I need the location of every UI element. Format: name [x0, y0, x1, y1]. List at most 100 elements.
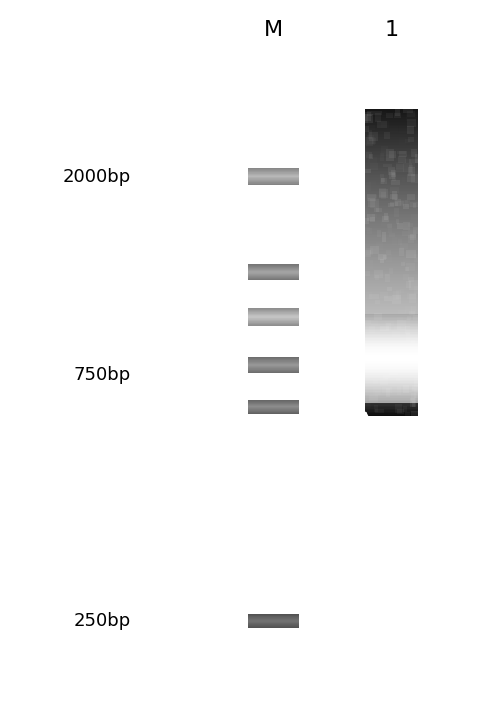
Bar: [365, 236, 418, 237]
Bar: [365, 384, 418, 386]
Bar: [365, 126, 369, 132]
Bar: [409, 165, 413, 174]
Bar: [394, 199, 401, 202]
Bar: [413, 315, 422, 320]
Bar: [396, 289, 401, 299]
Bar: [380, 111, 387, 116]
Bar: [368, 125, 375, 130]
Bar: [375, 300, 380, 304]
Bar: [365, 112, 370, 121]
Bar: [365, 125, 418, 126]
Bar: [374, 365, 383, 370]
Bar: [365, 340, 418, 341]
Bar: [379, 188, 386, 197]
Bar: [377, 121, 387, 128]
Bar: [366, 137, 375, 145]
Bar: [365, 292, 418, 294]
Bar: [365, 345, 418, 346]
Bar: [365, 298, 418, 300]
Bar: [388, 254, 394, 257]
Bar: [365, 400, 418, 401]
Text: 250bp: 250bp: [73, 612, 130, 630]
Bar: [395, 371, 400, 377]
Bar: [395, 253, 403, 257]
Bar: [398, 150, 406, 154]
Bar: [401, 177, 405, 182]
Bar: [374, 288, 383, 293]
Bar: [366, 137, 373, 146]
Bar: [372, 137, 376, 145]
Bar: [407, 316, 412, 320]
Bar: [365, 341, 418, 342]
Bar: [365, 404, 418, 406]
Bar: [365, 337, 418, 338]
Bar: [393, 292, 399, 300]
Bar: [365, 414, 418, 415]
Bar: [365, 318, 418, 320]
Bar: [377, 230, 381, 237]
Bar: [365, 206, 418, 208]
Bar: [365, 161, 418, 163]
Bar: [403, 241, 409, 249]
Bar: [365, 252, 418, 254]
Bar: [412, 357, 416, 365]
Bar: [365, 272, 418, 273]
Bar: [364, 271, 370, 276]
Bar: [414, 254, 419, 262]
Bar: [395, 199, 401, 206]
Bar: [369, 294, 379, 299]
Bar: [365, 111, 418, 113]
Bar: [378, 254, 386, 260]
Bar: [365, 300, 418, 301]
Bar: [398, 390, 406, 398]
Bar: [369, 153, 373, 159]
Bar: [409, 159, 419, 164]
Bar: [404, 351, 407, 360]
Bar: [411, 340, 415, 346]
Bar: [367, 228, 372, 234]
Bar: [405, 200, 410, 206]
Bar: [388, 167, 395, 175]
Bar: [405, 171, 409, 177]
Bar: [411, 393, 416, 402]
Bar: [362, 402, 371, 408]
Bar: [383, 164, 392, 167]
Bar: [365, 382, 418, 384]
Bar: [365, 196, 418, 197]
Bar: [388, 209, 392, 214]
Bar: [406, 334, 410, 341]
Bar: [409, 310, 415, 315]
Bar: [365, 360, 418, 361]
Bar: [409, 294, 416, 303]
Bar: [365, 263, 418, 265]
Bar: [365, 350, 418, 352]
Bar: [391, 180, 399, 185]
Bar: [388, 151, 396, 156]
Bar: [370, 163, 378, 169]
Text: 1: 1: [384, 20, 398, 40]
Bar: [366, 340, 376, 344]
Bar: [365, 396, 418, 398]
Bar: [397, 318, 403, 324]
Bar: [365, 386, 418, 387]
Text: 750bp: 750bp: [73, 366, 130, 384]
Bar: [369, 342, 377, 350]
Bar: [365, 117, 418, 119]
Bar: [365, 411, 418, 414]
Bar: [365, 278, 418, 280]
Bar: [364, 208, 368, 217]
Bar: [379, 357, 387, 364]
Bar: [403, 352, 410, 358]
Bar: [365, 232, 418, 233]
Bar: [365, 392, 418, 393]
Bar: [384, 296, 392, 301]
Bar: [390, 187, 399, 193]
Bar: [395, 359, 399, 369]
Bar: [365, 231, 369, 236]
Bar: [412, 385, 420, 390]
Bar: [364, 169, 371, 173]
Bar: [365, 135, 418, 137]
Bar: [381, 192, 386, 199]
Bar: [390, 201, 398, 206]
Bar: [400, 350, 404, 353]
